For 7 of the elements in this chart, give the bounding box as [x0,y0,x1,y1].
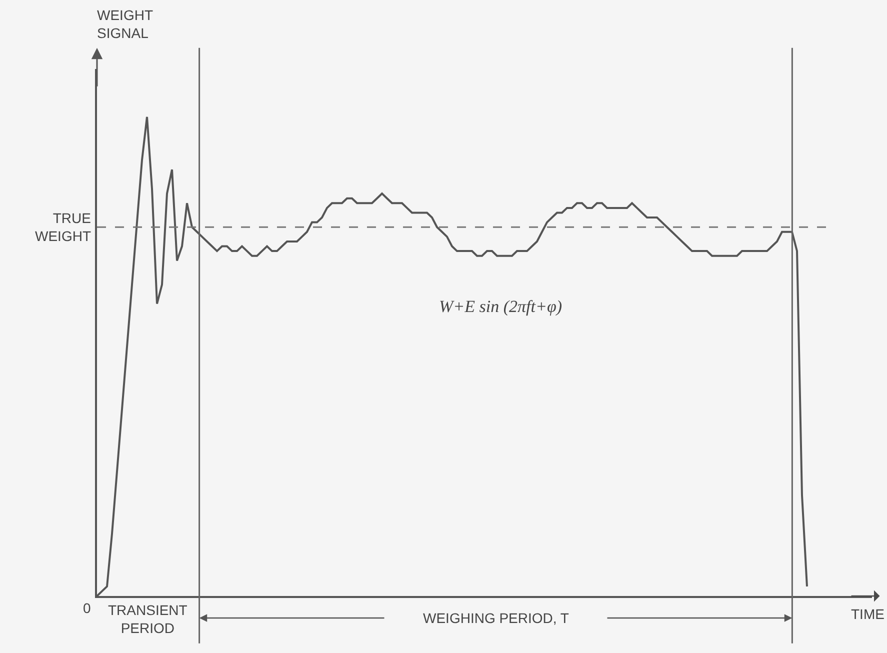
ref-line-label: TRUE WEIGHT [35,210,92,244]
text: TRANSIENT PERIOD [108,602,188,636]
annotation: W+E sin (2πft+φ) [439,297,562,316]
text: 0 [83,600,91,616]
text: WEIGHING PERIOD, T [423,610,570,626]
text: WEIGHT SIGNAL [97,7,154,42]
x-axis-title: TIME [851,606,884,622]
